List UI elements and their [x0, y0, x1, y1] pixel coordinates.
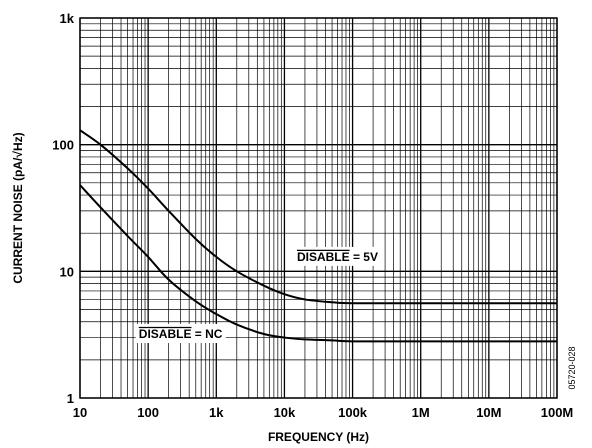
- annotation-background: [135, 324, 226, 344]
- y-tick-label: 10: [60, 264, 74, 279]
- x-tick-label: 10k: [274, 405, 296, 420]
- y-axis-title: CURRENT NOISE (pA/√Hz): [11, 132, 25, 283]
- x-tick-label: 1M: [412, 405, 430, 420]
- y-tick-label: 100: [52, 138, 74, 153]
- y-tick-label: 1: [67, 391, 74, 406]
- series-line-1: [79, 129, 557, 305]
- x-tick-label: 100M: [541, 405, 574, 420]
- x-tick-label: 10M: [476, 405, 501, 420]
- x-axis-title: FREQUENCY (Hz): [268, 430, 369, 444]
- series-line-2: [79, 184, 557, 343]
- series-annotation-1: DISABLE = 5V: [293, 246, 381, 266]
- y-tick-labels: 1 10 100 1k: [52, 11, 74, 406]
- y-tick-label: 1k: [60, 11, 75, 26]
- x-tick-label: 1k: [209, 405, 224, 420]
- x-tick-label: 100k: [338, 405, 368, 420]
- annotation-suffix: = 5V: [350, 250, 378, 264]
- annotation-suffix: = NC: [191, 327, 222, 341]
- annotation-label: DISABLE: [297, 250, 350, 264]
- annotation-text: DISABLE = NC: [139, 327, 223, 341]
- plot-frame: [79, 17, 558, 399]
- annotation-background: [293, 246, 381, 266]
- x-tick-label: 100: [137, 405, 159, 420]
- series-layer: [79, 129, 557, 343]
- x-tick-label: 10: [73, 405, 87, 420]
- series-annotation-2: DISABLE = NC: [135, 324, 226, 344]
- annotation-text: DISABLE = 5V: [297, 250, 378, 264]
- x-tick-labels: 10 100 1k 10k 100k 1M 10M 100M: [73, 405, 574, 420]
- annotation-label: DISABLE: [139, 327, 192, 341]
- figure-id: 05720-028: [567, 346, 577, 389]
